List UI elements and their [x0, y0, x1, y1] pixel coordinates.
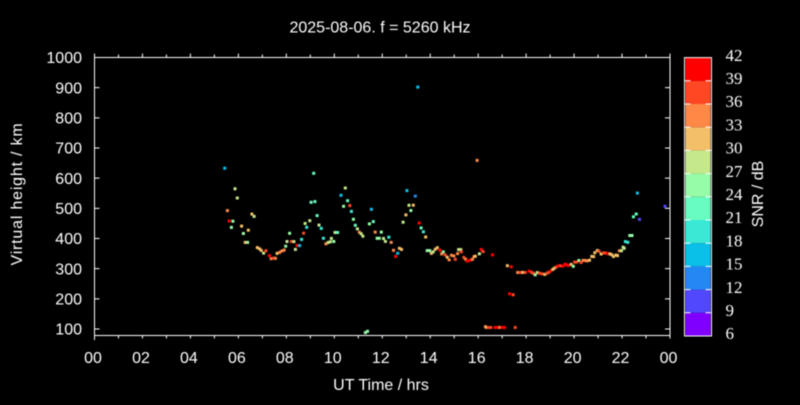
svg-text:39: 39: [726, 69, 743, 88]
svg-text:6: 6: [726, 324, 735, 343]
svg-text:06: 06: [228, 350, 246, 367]
svg-text:36: 36: [726, 92, 743, 111]
svg-text:100: 100: [55, 322, 82, 339]
svg-text:300: 300: [55, 261, 82, 278]
svg-text:20: 20: [564, 350, 582, 367]
svg-text:Virtual height / km: Virtual height / km: [9, 123, 26, 266]
svg-text:10: 10: [324, 350, 342, 367]
svg-text:800: 800: [55, 111, 82, 128]
svg-text:21: 21: [726, 208, 743, 227]
svg-text:08: 08: [276, 350, 294, 367]
svg-text:2025-08-06. f = 5260 kHz: 2025-08-06. f = 5260 kHz: [289, 20, 470, 37]
svg-text:12: 12: [726, 278, 743, 297]
svg-text:30: 30: [726, 139, 743, 158]
svg-text:9: 9: [726, 301, 735, 320]
svg-text:22: 22: [612, 350, 630, 367]
svg-text:500: 500: [55, 201, 82, 218]
svg-text:900: 900: [55, 80, 82, 97]
svg-text:1000: 1000: [46, 50, 82, 67]
svg-text:00: 00: [84, 350, 102, 367]
svg-text:600: 600: [55, 171, 82, 188]
svg-text:16: 16: [468, 350, 486, 367]
svg-text:200: 200: [55, 292, 82, 309]
svg-text:15: 15: [726, 255, 743, 274]
svg-text:04: 04: [180, 350, 198, 367]
svg-text:400: 400: [55, 231, 82, 248]
svg-text:14: 14: [420, 350, 438, 367]
svg-text:SNR / dB: SNR / dB: [750, 161, 767, 228]
svg-text:700: 700: [55, 141, 82, 158]
svg-text:18: 18: [516, 350, 534, 367]
svg-text:27: 27: [726, 162, 744, 181]
svg-text:00: 00: [660, 350, 678, 367]
svg-text:33: 33: [726, 115, 743, 134]
svg-text:24: 24: [726, 185, 744, 204]
svg-text:42: 42: [726, 46, 743, 65]
svg-text:UT Time / hrs: UT Time / hrs: [333, 377, 429, 394]
svg-text:02: 02: [132, 350, 150, 367]
svg-text:12: 12: [372, 350, 390, 367]
svg-text:18: 18: [726, 231, 743, 250]
